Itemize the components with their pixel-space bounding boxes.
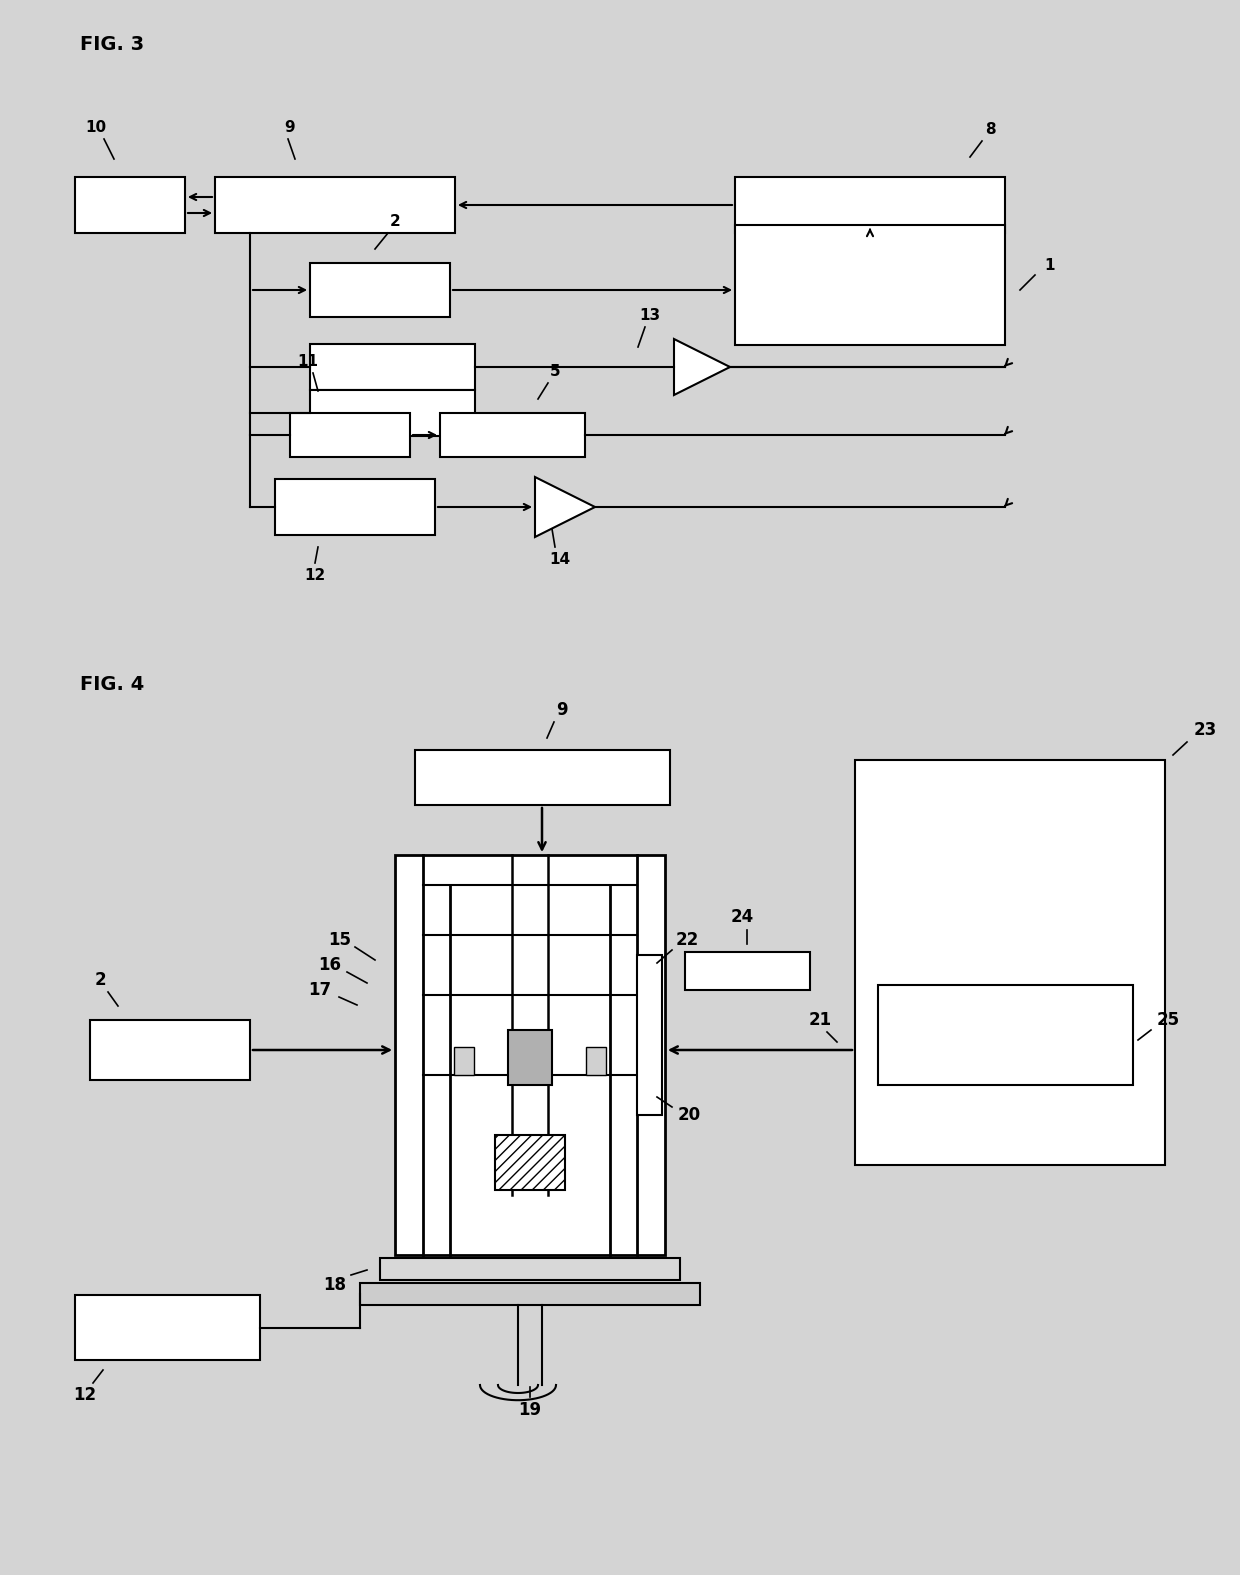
Bar xyxy=(215,176,455,233)
Text: 15: 15 xyxy=(329,931,351,950)
Text: 25: 25 xyxy=(1157,1011,1179,1028)
Text: 23: 23 xyxy=(1193,721,1216,739)
Bar xyxy=(454,1047,474,1076)
Bar xyxy=(415,750,670,805)
Text: 19: 19 xyxy=(518,1402,542,1419)
Text: 16: 16 xyxy=(319,956,341,973)
Bar xyxy=(684,951,810,991)
Bar xyxy=(495,1136,565,1191)
Bar xyxy=(735,225,1004,345)
Polygon shape xyxy=(675,339,730,395)
Bar xyxy=(310,391,475,436)
Bar xyxy=(396,855,665,1255)
Text: 12: 12 xyxy=(304,567,326,583)
Text: 12: 12 xyxy=(73,1386,97,1403)
Bar xyxy=(735,176,1004,233)
Bar xyxy=(310,343,475,391)
Bar xyxy=(290,413,410,457)
Bar xyxy=(440,413,585,457)
Bar xyxy=(637,954,662,1115)
Text: 9: 9 xyxy=(557,701,568,720)
Text: 20: 20 xyxy=(677,1106,701,1125)
Bar xyxy=(587,1047,606,1076)
Bar xyxy=(74,1295,260,1359)
Text: 24: 24 xyxy=(730,909,754,926)
Text: 1: 1 xyxy=(1045,257,1055,272)
Bar xyxy=(275,479,435,536)
Text: 21: 21 xyxy=(808,1011,832,1028)
Text: 18: 18 xyxy=(324,1276,346,1295)
Bar xyxy=(74,176,185,233)
Text: 2: 2 xyxy=(94,972,105,989)
Text: 8: 8 xyxy=(985,121,996,137)
Text: 14: 14 xyxy=(549,551,570,567)
Bar xyxy=(878,984,1133,1085)
Text: 5: 5 xyxy=(549,364,560,378)
Bar xyxy=(310,263,450,317)
Text: FIG. 3: FIG. 3 xyxy=(81,35,144,54)
Bar xyxy=(379,1258,680,1280)
Bar xyxy=(856,761,1166,1166)
Bar xyxy=(360,1284,701,1306)
Bar xyxy=(508,1030,552,1085)
Text: 22: 22 xyxy=(676,931,698,950)
Polygon shape xyxy=(534,477,595,537)
Text: 17: 17 xyxy=(309,981,331,999)
Text: 11: 11 xyxy=(298,353,319,369)
Text: 2: 2 xyxy=(389,214,401,228)
Text: 13: 13 xyxy=(640,307,661,323)
Text: 10: 10 xyxy=(86,120,107,134)
Bar xyxy=(91,1021,250,1080)
Text: 9: 9 xyxy=(285,120,295,134)
Text: FIG. 4: FIG. 4 xyxy=(81,676,144,695)
